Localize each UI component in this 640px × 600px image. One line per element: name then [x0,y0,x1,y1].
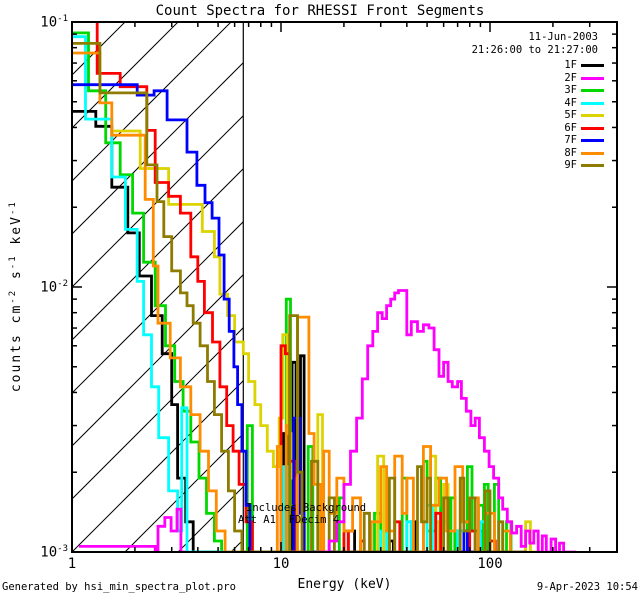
legend-entry-label-5F: 5F [564,109,577,121]
annotation-att-decim: Att A1 FDecim 4 [238,514,340,526]
x-tick-label: 10 [272,556,290,572]
legend-entry-label-2F: 2F [564,71,577,84]
legend-time-range: 21:26:00 to 21:27:00 [471,44,598,56]
series-5F [111,129,539,552]
y-axis-title: counts cm-2 s-1 keV-1 [7,200,25,393]
footer-generated-by: Generated by hsi_min_spectra_plot.pro [2,581,236,593]
legend-color-line-5F [581,114,604,117]
series-9F [72,42,527,552]
plot-title: Count Spectra for RHESSI Front Segments [155,3,485,19]
legend-entry-label-8F: 8F [564,146,577,159]
legend-entry-label-4F: 4F [564,96,577,109]
legend-entry-label-9F: 9F [564,159,577,171]
axis-ticks [71,21,617,553]
series-2F [79,507,186,552]
legend-color-line-1F [581,64,604,67]
legend-date: 11-Jun-2003 [528,31,598,43]
legend-color-line-6F [581,126,604,130]
legend-color-line-8F [581,151,604,155]
x-tick-label: 1 [67,556,77,572]
legend-color-line-3F [581,89,604,92]
y-tick-label: 10-2 [40,279,68,296]
series-7F [72,83,527,552]
series-8F [72,51,527,552]
y-tick-label: 10-3 [40,544,68,561]
series-6F [95,22,527,552]
legend-entry-label-1F: 1F [564,59,577,71]
x-tick-label: 100 [477,556,503,572]
plot-frame [71,21,618,553]
legend-color-line-9F [581,164,604,167]
legend-color-line-2F [581,76,604,80]
legend-color-line-4F [581,101,604,105]
hatched-region [72,22,244,552]
legend-color-line-7F [581,139,604,142]
legend-entry-label-7F: 7F [564,134,577,146]
legend-entry-label-6F: 6F [564,121,577,134]
series-1F [72,110,527,552]
legend-entry-label-3F: 3F [564,84,577,96]
x-axis-title: Energy (keV) [297,577,392,592]
annotation-includes-background: Includes Background [246,502,367,514]
spectra-curves [72,22,576,552]
series-2F [317,289,576,552]
y-tick-label: 10-1 [40,14,68,31]
footer-timestamp: 9-Apr-2023 10:54 [536,581,638,593]
